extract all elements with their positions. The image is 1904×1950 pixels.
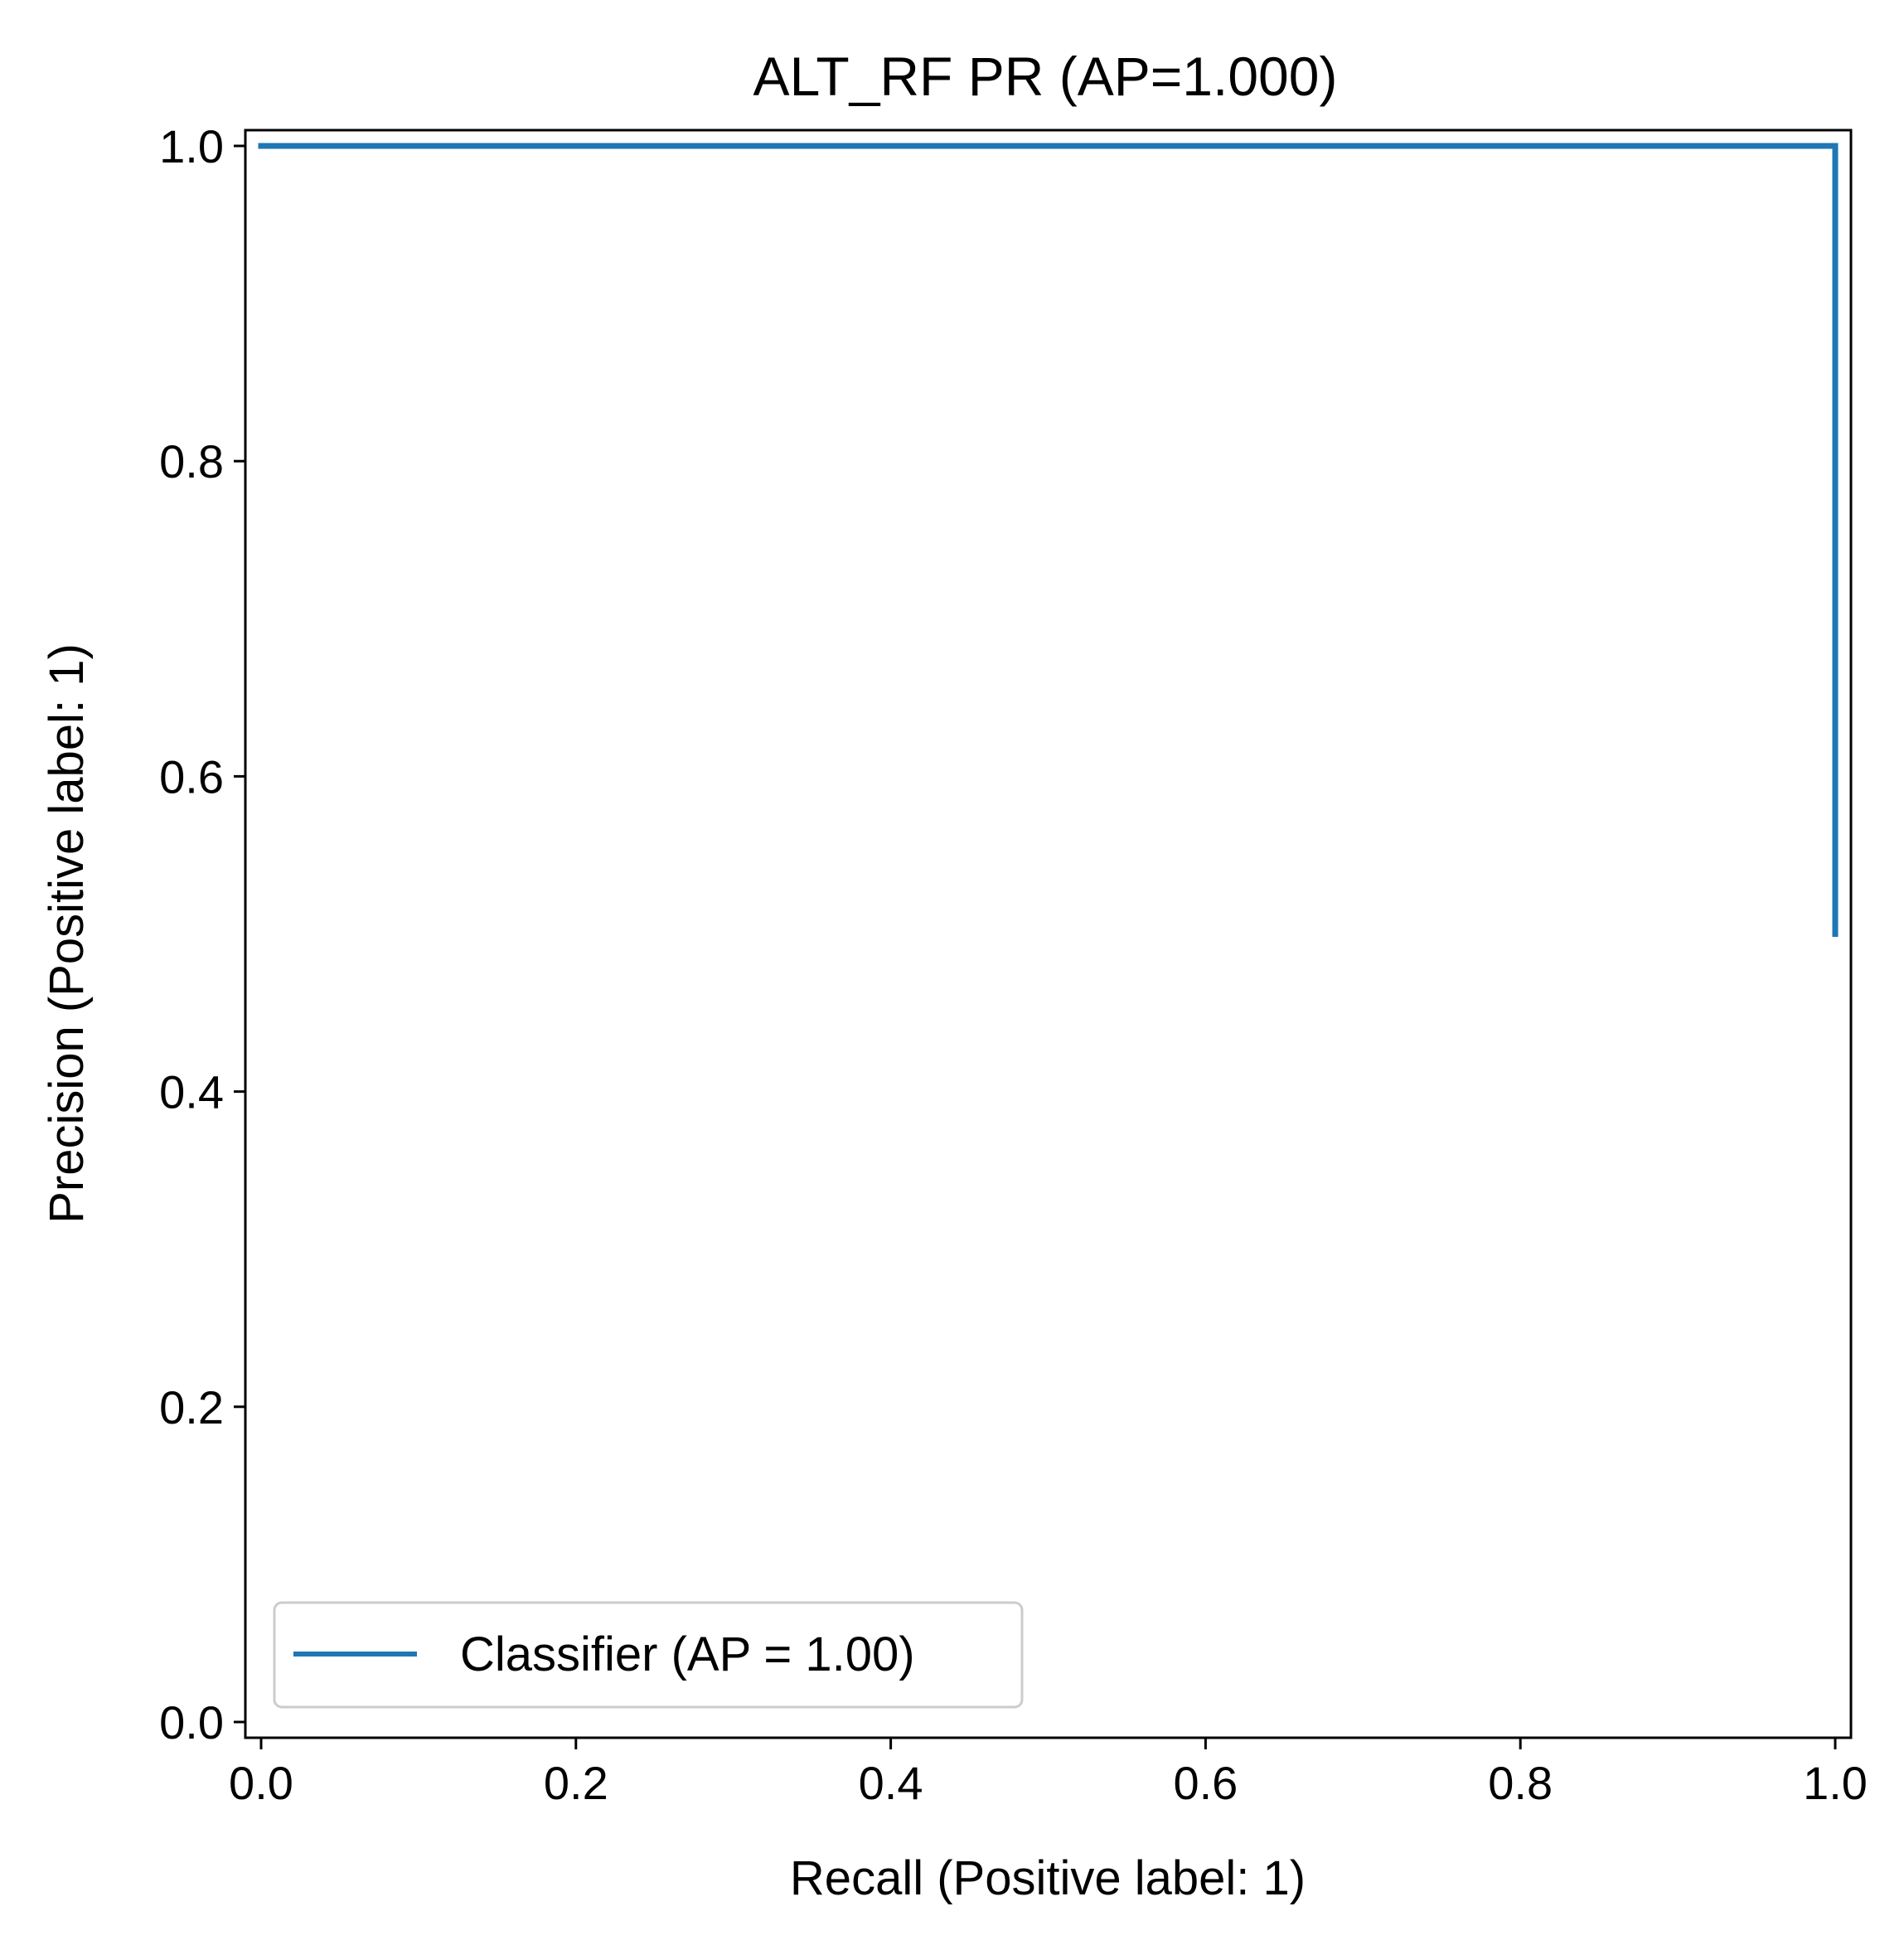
y-tick-label: 0.0: [159, 1696, 224, 1749]
x-axis-ticks: 0.0 0.2 0.4 0.6 0.8 1.0: [229, 1738, 1868, 1809]
chart-title: ALT_RF PR (AP=1.000): [753, 46, 1338, 107]
legend-label-classifier: Classifier (AP = 1.00): [460, 1627, 915, 1681]
legend-box: [273, 1601, 1024, 1709]
y-axis-label: Precision (Positive label: 1): [40, 643, 94, 1224]
x-tick-label: 0.6: [1173, 1757, 1238, 1809]
series-line-0: [258, 143, 1839, 937]
y-tick-label: 0.2: [159, 1381, 224, 1433]
legend: Classifier (AP = 1.00): [273, 1601, 1024, 1709]
y-tick-label: 0.8: [159, 435, 224, 488]
x-axis-label: Recall (Positive label: 1): [790, 1851, 1306, 1905]
x-tick-label: 0.2: [544, 1757, 608, 1809]
series-layer: [258, 143, 1839, 937]
x-tick-label: 0.0: [229, 1757, 293, 1809]
y-tick-label: 0.6: [159, 750, 224, 803]
x-tick-label: 1.0: [1803, 1757, 1868, 1809]
axes-frame: [244, 129, 1853, 1739]
y-tick-label: 0.4: [159, 1066, 224, 1118]
x-tick-label: 0.8: [1488, 1757, 1553, 1809]
y-tick-label: 1.0: [159, 120, 224, 172]
x-tick-label: 0.4: [859, 1757, 923, 1809]
plot-area: [245, 130, 1851, 1738]
y-axis-ticks: 0.0 0.2 0.4 0.6 0.8 1.0: [159, 120, 245, 1749]
